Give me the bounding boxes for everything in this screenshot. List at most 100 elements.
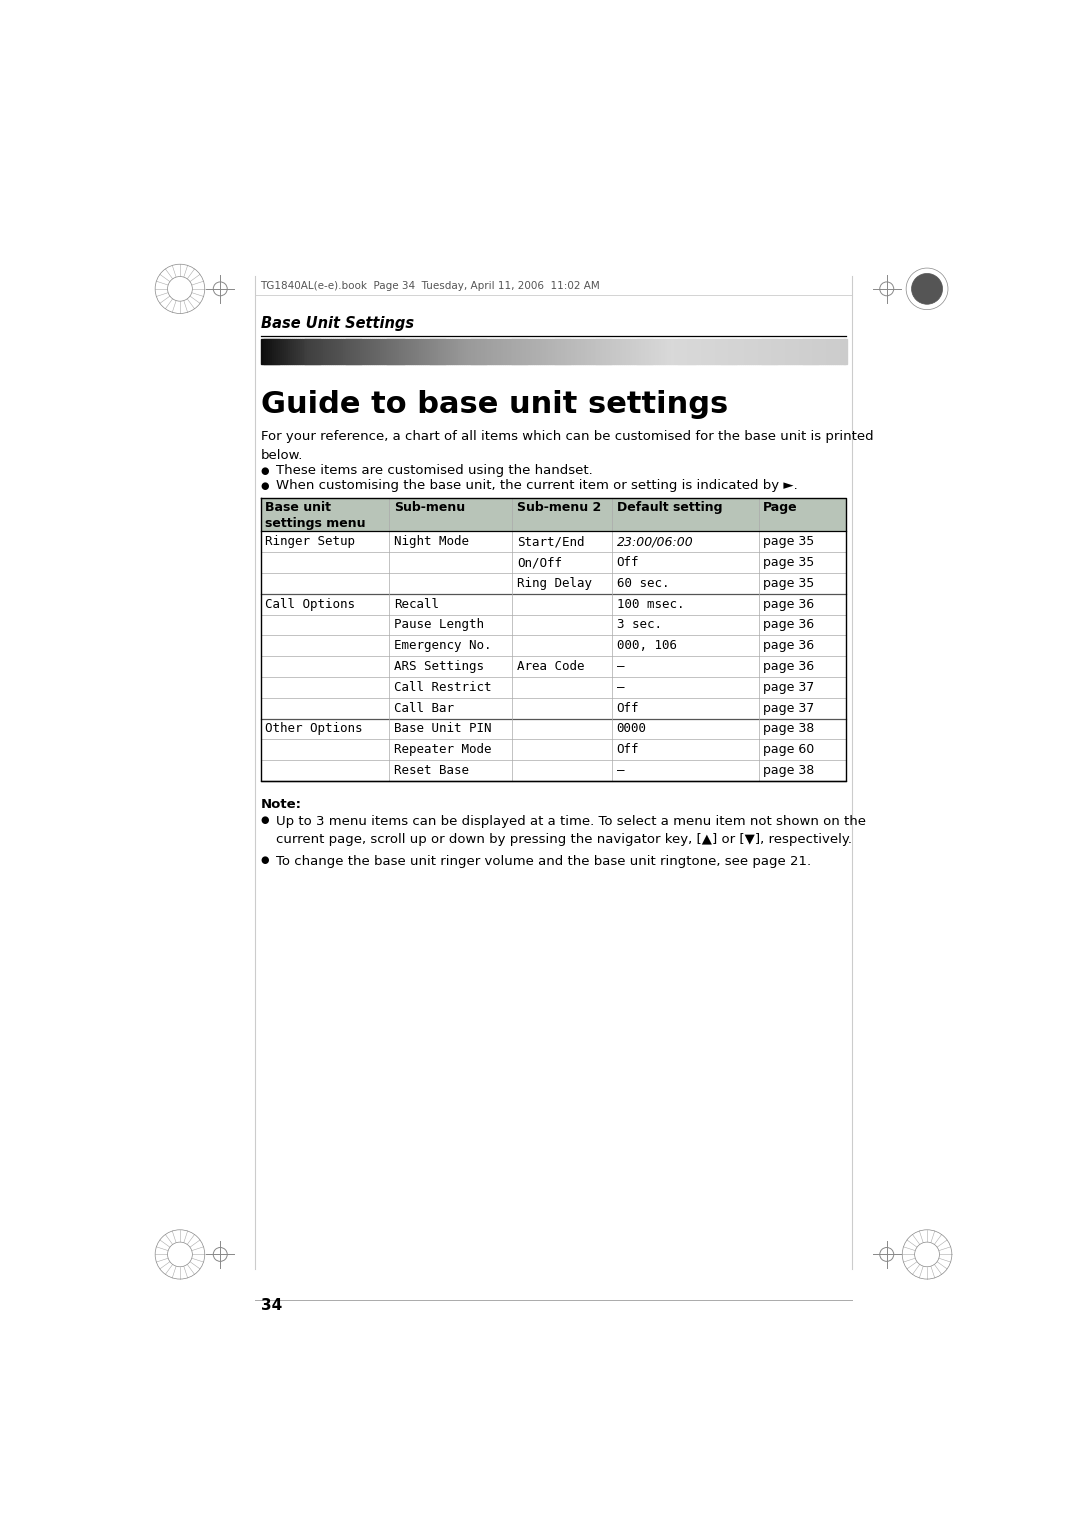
Text: page 38: page 38 <box>764 723 814 735</box>
Bar <box>647 339 649 364</box>
Bar <box>400 339 402 364</box>
Bar <box>727 339 730 364</box>
Bar <box>524 339 527 364</box>
Bar <box>673 339 675 364</box>
Text: ●: ● <box>260 466 269 475</box>
Bar <box>538 339 540 364</box>
Bar <box>799 339 802 364</box>
Bar <box>366 339 368 364</box>
Bar <box>663 339 665 364</box>
Bar <box>272 339 274 364</box>
Text: —: — <box>617 681 624 694</box>
Bar <box>299 339 302 364</box>
Bar <box>675 339 677 364</box>
Text: page 36: page 36 <box>764 619 814 631</box>
Bar <box>796 339 798 364</box>
Bar <box>311 339 313 364</box>
Bar <box>280 339 283 364</box>
Bar <box>407 339 409 364</box>
Bar <box>321 339 323 364</box>
Bar <box>688 339 690 364</box>
Bar <box>528 339 530 364</box>
Bar <box>523 339 525 364</box>
Bar <box>380 339 382 364</box>
Bar <box>724 339 726 364</box>
Bar <box>451 339 455 364</box>
Bar <box>421 339 423 364</box>
Bar <box>719 339 721 364</box>
Bar <box>620 339 622 364</box>
Bar <box>260 698 847 718</box>
Bar <box>509 339 511 364</box>
Bar <box>401 339 404 364</box>
Bar <box>562 339 564 364</box>
Bar <box>444 339 446 364</box>
Bar <box>596 339 598 364</box>
Bar <box>598 339 600 364</box>
Text: page 60: page 60 <box>764 743 814 756</box>
Bar <box>465 339 468 364</box>
Bar <box>342 339 345 364</box>
Bar <box>260 656 847 677</box>
Text: Base Unit PIN: Base Unit PIN <box>394 723 491 735</box>
Text: Ringer Setup: Ringer Setup <box>266 535 355 549</box>
Bar <box>260 718 847 740</box>
Text: page 37: page 37 <box>764 681 814 694</box>
Bar <box>463 339 465 364</box>
Bar <box>600 339 603 364</box>
Bar <box>627 339 630 364</box>
Bar <box>573 339 576 364</box>
Bar <box>550 339 552 364</box>
Bar <box>702 339 704 364</box>
Text: Base Unit Settings: Base Unit Settings <box>260 316 414 332</box>
Text: ARS Settings: ARS Settings <box>394 660 484 672</box>
Bar <box>656 339 658 364</box>
Text: ●: ● <box>260 814 269 825</box>
Bar <box>415 339 417 364</box>
Circle shape <box>167 277 192 301</box>
Bar <box>458 339 460 364</box>
Bar <box>477 339 480 364</box>
Bar <box>309 339 312 364</box>
Bar <box>504 339 507 364</box>
Text: These items are customised using the handset.: These items are customised using the han… <box>276 465 593 477</box>
Text: —: — <box>617 764 624 776</box>
Bar <box>748 339 752 364</box>
Bar <box>325 339 327 364</box>
Text: Sub-menu 2: Sub-menu 2 <box>517 501 602 515</box>
Bar <box>755 339 757 364</box>
Bar <box>526 339 528 364</box>
Bar <box>417 339 419 364</box>
Text: ●: ● <box>260 854 269 865</box>
Bar <box>579 339 581 364</box>
Text: 0000: 0000 <box>617 723 647 735</box>
Bar <box>318 339 320 364</box>
Bar <box>279 339 281 364</box>
Bar <box>564 339 566 364</box>
Bar <box>743 339 745 364</box>
Bar <box>616 339 619 364</box>
Text: page 35: page 35 <box>764 535 814 549</box>
Bar <box>700 339 702 364</box>
Text: Off: Off <box>617 701 639 715</box>
Text: page 37: page 37 <box>764 701 814 715</box>
Text: Default setting: Default setting <box>617 501 723 515</box>
Bar <box>583 339 585 364</box>
Bar <box>260 759 847 781</box>
Bar <box>329 339 332 364</box>
Bar <box>472 339 474 364</box>
Bar <box>303 339 306 364</box>
Bar <box>630 339 632 364</box>
Bar <box>260 594 847 614</box>
Bar <box>260 614 847 636</box>
Bar <box>555 339 557 364</box>
Circle shape <box>915 1242 940 1267</box>
Bar <box>532 339 535 364</box>
Bar <box>542 339 544 364</box>
Bar <box>697 339 699 364</box>
Text: Start/End: Start/End <box>517 535 584 549</box>
Bar <box>530 339 532 364</box>
Text: 100 msec.: 100 msec. <box>617 597 685 611</box>
Bar <box>831 339 833 364</box>
Bar <box>502 339 505 364</box>
